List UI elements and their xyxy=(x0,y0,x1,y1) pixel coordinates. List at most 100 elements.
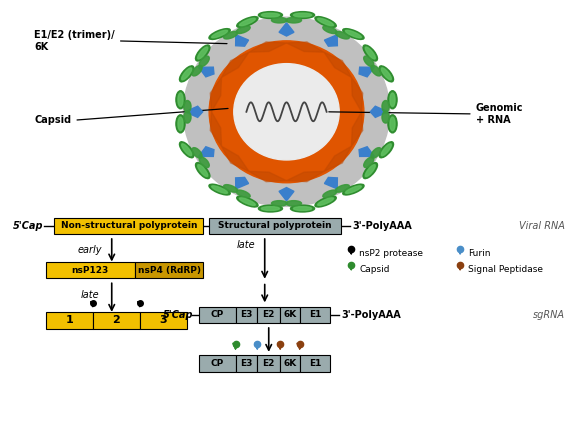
Text: 3'-PolyAAA: 3'-PolyAAA xyxy=(352,221,412,231)
Ellipse shape xyxy=(195,45,210,61)
Ellipse shape xyxy=(390,117,395,131)
Polygon shape xyxy=(236,178,249,189)
Polygon shape xyxy=(351,77,363,112)
Ellipse shape xyxy=(176,91,185,109)
Ellipse shape xyxy=(343,29,364,40)
Text: Furin: Furin xyxy=(468,249,490,258)
Text: 3: 3 xyxy=(159,315,167,326)
Ellipse shape xyxy=(261,13,280,17)
Text: 6K: 6K xyxy=(283,310,297,319)
Ellipse shape xyxy=(192,65,202,76)
Ellipse shape xyxy=(237,196,258,207)
Polygon shape xyxy=(210,112,222,146)
Ellipse shape xyxy=(364,56,374,67)
Text: 6K: 6K xyxy=(283,359,297,368)
Ellipse shape xyxy=(179,66,194,82)
Polygon shape xyxy=(324,178,337,189)
FancyBboxPatch shape xyxy=(140,312,187,329)
Ellipse shape xyxy=(382,111,389,123)
Ellipse shape xyxy=(182,68,192,80)
Text: E2: E2 xyxy=(262,359,275,368)
Ellipse shape xyxy=(291,205,315,212)
Polygon shape xyxy=(279,187,294,201)
Ellipse shape xyxy=(379,142,394,158)
Ellipse shape xyxy=(240,198,256,206)
Text: nsP4 (RdRP): nsP4 (RdRP) xyxy=(138,266,201,274)
Polygon shape xyxy=(199,147,214,157)
Ellipse shape xyxy=(183,17,390,206)
FancyBboxPatch shape xyxy=(236,355,257,372)
Ellipse shape xyxy=(315,17,336,28)
Ellipse shape xyxy=(335,31,350,39)
Polygon shape xyxy=(324,52,351,77)
Ellipse shape xyxy=(363,45,378,61)
Ellipse shape xyxy=(381,144,391,156)
Ellipse shape xyxy=(317,198,333,206)
Polygon shape xyxy=(249,42,286,52)
Ellipse shape xyxy=(179,142,194,158)
Ellipse shape xyxy=(365,165,375,177)
Ellipse shape xyxy=(388,91,397,109)
Ellipse shape xyxy=(209,29,230,40)
Ellipse shape xyxy=(258,12,282,18)
Text: E2: E2 xyxy=(262,310,275,319)
Text: E3: E3 xyxy=(240,310,253,319)
Text: Capsid: Capsid xyxy=(359,265,390,274)
Text: 5'Cap: 5'Cap xyxy=(163,310,194,320)
Ellipse shape xyxy=(199,157,209,168)
Text: Capsid: Capsid xyxy=(34,108,228,126)
Polygon shape xyxy=(286,42,324,52)
Ellipse shape xyxy=(240,18,256,26)
Text: 1: 1 xyxy=(65,315,73,326)
Text: Viral RNA: Viral RNA xyxy=(519,221,564,231)
Text: 3'-PolyAAA: 3'-PolyAAA xyxy=(342,310,401,320)
Ellipse shape xyxy=(184,101,191,112)
Text: E1/E2 (trimer)/
6K: E1/E2 (trimer)/ 6K xyxy=(34,30,227,52)
Text: E1: E1 xyxy=(309,359,321,368)
Text: late: late xyxy=(237,240,256,250)
Ellipse shape xyxy=(323,26,337,34)
FancyBboxPatch shape xyxy=(93,312,140,329)
Ellipse shape xyxy=(182,144,192,156)
Polygon shape xyxy=(222,52,249,77)
Ellipse shape xyxy=(178,93,183,107)
Ellipse shape xyxy=(211,30,227,38)
Polygon shape xyxy=(222,146,249,172)
Polygon shape xyxy=(351,112,363,146)
Ellipse shape xyxy=(199,56,209,67)
Ellipse shape xyxy=(272,18,287,23)
Polygon shape xyxy=(236,35,249,46)
Text: CP: CP xyxy=(211,359,224,368)
Ellipse shape xyxy=(195,163,210,178)
Text: 5'Cap: 5'Cap xyxy=(13,221,43,231)
Ellipse shape xyxy=(363,163,378,178)
FancyBboxPatch shape xyxy=(257,355,280,372)
Text: E3: E3 xyxy=(240,359,253,368)
FancyBboxPatch shape xyxy=(199,355,236,372)
Text: E1: E1 xyxy=(309,310,321,319)
Polygon shape xyxy=(199,67,214,77)
Ellipse shape xyxy=(236,190,250,198)
Ellipse shape xyxy=(381,68,391,80)
Ellipse shape xyxy=(178,117,183,131)
Ellipse shape xyxy=(286,18,301,23)
Ellipse shape xyxy=(291,12,315,18)
Text: CP: CP xyxy=(211,310,224,319)
Polygon shape xyxy=(210,77,222,112)
FancyBboxPatch shape xyxy=(46,262,135,278)
Ellipse shape xyxy=(390,93,395,107)
Ellipse shape xyxy=(365,47,375,59)
Ellipse shape xyxy=(237,17,258,28)
Ellipse shape xyxy=(272,201,287,206)
Ellipse shape xyxy=(223,31,238,39)
Text: nsP123: nsP123 xyxy=(72,266,109,274)
Ellipse shape xyxy=(343,184,364,195)
Ellipse shape xyxy=(286,201,301,206)
FancyBboxPatch shape xyxy=(199,307,236,323)
Ellipse shape xyxy=(209,184,230,195)
Ellipse shape xyxy=(317,18,333,26)
Ellipse shape xyxy=(323,190,337,198)
Text: nsP2 protease: nsP2 protease xyxy=(359,249,423,258)
Ellipse shape xyxy=(198,47,208,59)
Ellipse shape xyxy=(234,64,339,160)
